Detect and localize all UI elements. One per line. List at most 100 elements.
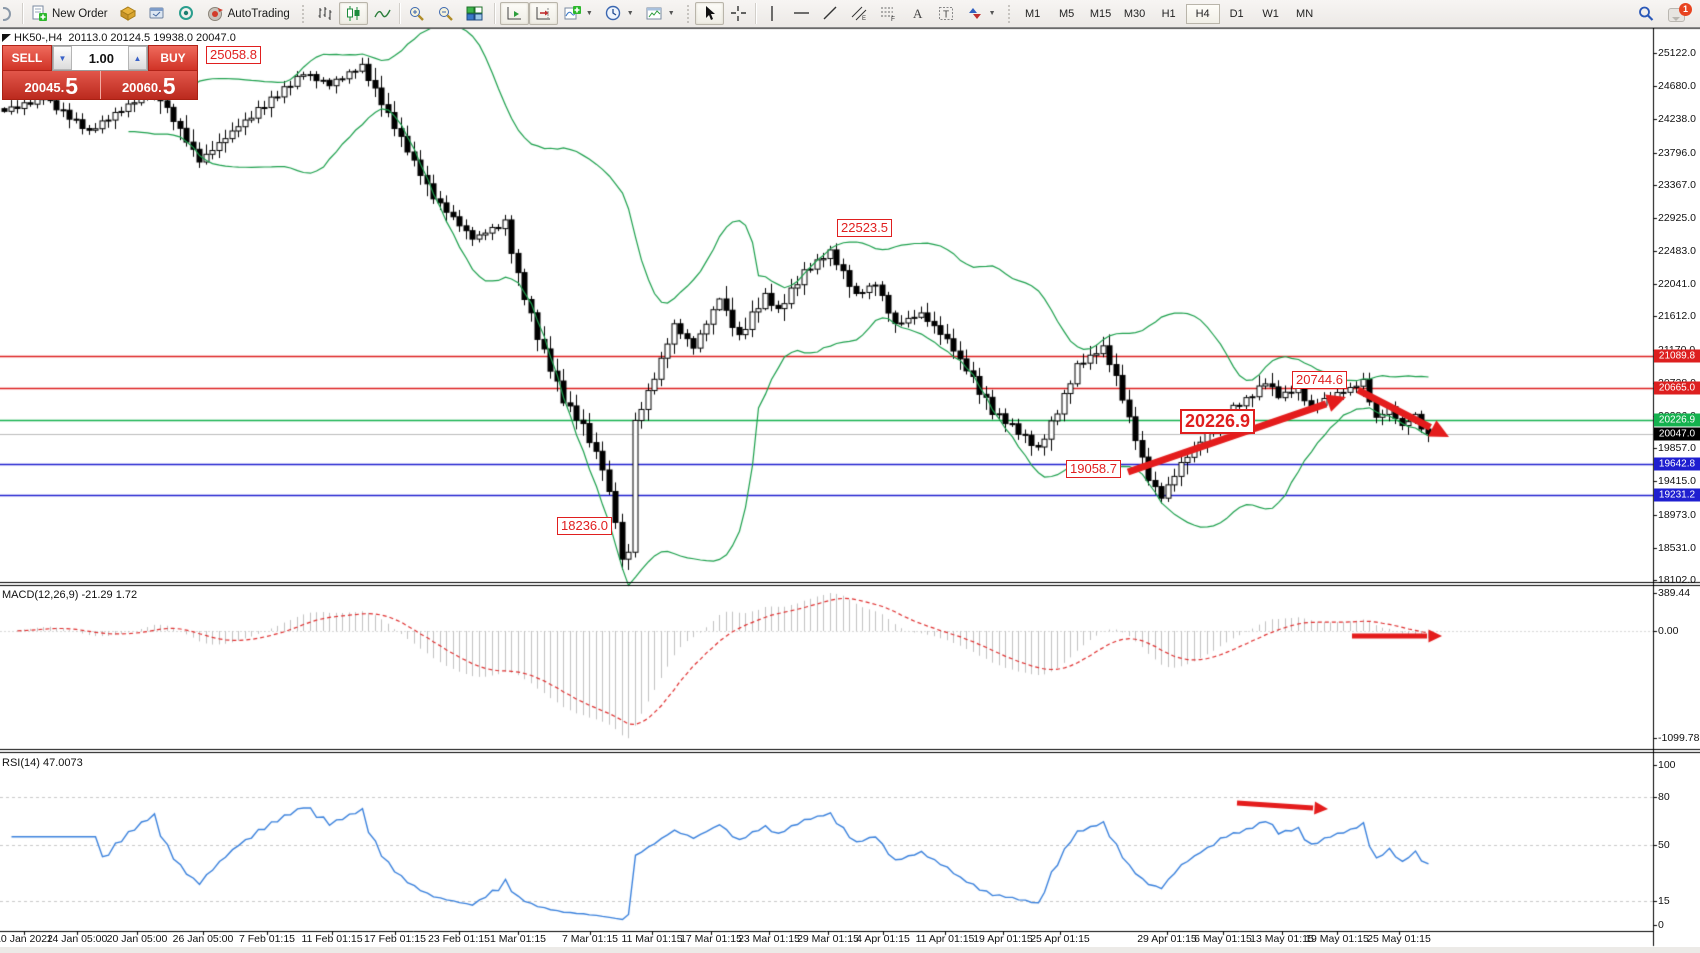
sell-button[interactable]: SELL bbox=[2, 45, 52, 71]
svg-text:F: F bbox=[891, 16, 895, 22]
buy-price-frac: 5 bbox=[162, 73, 176, 99]
search-button[interactable] bbox=[1631, 2, 1660, 25]
timeframe-button-m30[interactable]: M30 bbox=[1123, 7, 1146, 20]
price-badge: 19642.8 bbox=[1654, 457, 1700, 471]
timeframe-button-mn[interactable]: MN bbox=[1296, 7, 1314, 20]
line-chart-mode-button[interactable] bbox=[368, 2, 397, 25]
price-badge: 20665.0 bbox=[1654, 381, 1700, 395]
rsi-axis-label: 50 bbox=[1658, 838, 1670, 851]
dropdown-arrow: ▼ bbox=[626, 10, 634, 17]
svg-text:T: T bbox=[943, 10, 949, 21]
bar-chart-mode-button[interactable] bbox=[310, 2, 339, 25]
price-badge: 20047.0 bbox=[1654, 427, 1700, 441]
notification-badge: 1 bbox=[1679, 2, 1692, 16]
price-tick-label: 23796.0 bbox=[1658, 146, 1696, 159]
periods-button[interactable]: ▼ bbox=[599, 2, 640, 25]
buy-price-dot: . bbox=[158, 80, 162, 95]
timeframe-button-d1[interactable]: D1 bbox=[1229, 7, 1244, 20]
timeframe-button-h1[interactable]: H1 bbox=[1161, 7, 1176, 20]
sell-price-dot: . bbox=[60, 80, 65, 95]
chart-shift-button[interactable] bbox=[528, 2, 558, 25]
crosshair-tool-button[interactable] bbox=[724, 2, 753, 25]
rsi-label: RSI(14) 47.0073 bbox=[2, 757, 83, 769]
timeframe-button-m5[interactable]: M5 bbox=[1058, 7, 1075, 20]
signals-button[interactable] bbox=[172, 2, 201, 25]
one-click-panel-toggle[interactable] bbox=[2, 34, 11, 42]
price-tick-label: 23367.0 bbox=[1658, 178, 1696, 191]
volume-decrease-button[interactable]: ▼ bbox=[53, 46, 72, 70]
macd-axis-label: 389.44 bbox=[1658, 587, 1691, 600]
indicators-button[interactable]: ▼ bbox=[558, 2, 599, 25]
text-tool-button[interactable]: A bbox=[903, 2, 932, 25]
macd-axis-label: -1099.78 bbox=[1658, 732, 1700, 745]
template-icon bbox=[646, 5, 663, 22]
time-axis-label: 23 Feb 01:15 bbox=[428, 933, 490, 945]
macd-axis-label: 0.00 bbox=[1658, 625, 1679, 638]
autotrading-button[interactable]: AutoTrading bbox=[201, 2, 296, 25]
time-axis-label: 29 Apr 01:15 bbox=[1137, 933, 1197, 945]
price-badge: 19231.2 bbox=[1654, 488, 1700, 502]
candlestick-icon bbox=[345, 5, 362, 22]
dropdown-arrow: ▼ bbox=[667, 10, 675, 17]
volume-increase-button[interactable]: ▲ bbox=[128, 46, 147, 70]
auto-scroll-button[interactable] bbox=[499, 2, 529, 25]
zoom-in-icon bbox=[408, 5, 425, 22]
main-toolbar: New Order AutoTrading bbox=[0, 0, 1700, 28]
vertical-line-tool-button[interactable] bbox=[758, 2, 787, 25]
price-annotation: 19058.7 bbox=[1066, 460, 1121, 478]
svg-text:E: E bbox=[862, 16, 866, 22]
templates-button[interactable]: ▼ bbox=[640, 2, 681, 25]
timeframe-button-m15[interactable]: M15 bbox=[1089, 7, 1112, 20]
sell-price-frac: 5 bbox=[65, 73, 79, 99]
timeframe-button-m1[interactable]: M1 bbox=[1024, 7, 1041, 20]
candlestick-mode-button[interactable] bbox=[338, 2, 368, 25]
notifications-button[interactable]: 1 bbox=[1668, 2, 1692, 23]
vertical-line-icon bbox=[764, 5, 781, 22]
time-axis-label: 19 May 01:15 bbox=[1305, 933, 1369, 945]
zoom-out-button[interactable] bbox=[431, 2, 460, 25]
buy-button[interactable]: BUY bbox=[148, 45, 198, 71]
text-label-icon: T bbox=[938, 5, 955, 22]
time-axis-label: 1 Mar 01:15 bbox=[489, 933, 547, 945]
arrows-icon bbox=[967, 5, 984, 22]
equidistant-channel-icon: E bbox=[851, 5, 868, 22]
svg-text:A: A bbox=[913, 6, 923, 21]
time-axis-label: 25 May 01:15 bbox=[1367, 933, 1431, 945]
channel-tool-button[interactable]: E bbox=[845, 2, 874, 25]
line-chart-icon bbox=[374, 5, 391, 22]
toolbar-grip bbox=[1006, 3, 1011, 24]
price-tick-label: 19415.0 bbox=[1658, 475, 1696, 488]
trendline-icon bbox=[822, 5, 839, 22]
timeframe-button-h4[interactable]: H4 bbox=[1185, 3, 1220, 24]
new-order-label: New Order bbox=[52, 7, 108, 20]
bar-chart-icon bbox=[316, 5, 333, 22]
cursor-tool-button[interactable] bbox=[694, 2, 724, 25]
buy-price[interactable]: 20060 . 5 bbox=[99, 71, 198, 99]
price-tick-label: 22925.0 bbox=[1658, 211, 1696, 224]
macd-label: MACD(12,26,9) -21.29 1.72 bbox=[2, 589, 138, 601]
price-tick-label: 25122.0 bbox=[1658, 46, 1696, 59]
rsi-axis-label: 15 bbox=[1658, 894, 1670, 907]
sell-price[interactable]: 20045 . 5 bbox=[3, 71, 100, 99]
arrows-tool-button[interactable]: ▼ bbox=[961, 2, 1002, 25]
tile-windows-button[interactable] bbox=[460, 2, 489, 25]
new-order-button[interactable]: New Order bbox=[25, 2, 114, 25]
zoom-in-button[interactable] bbox=[402, 2, 431, 25]
time-axis-label: 29 Mar 01:15 bbox=[797, 933, 859, 945]
depth-of-market-button[interactable] bbox=[114, 2, 143, 25]
text-label-tool-button[interactable]: T bbox=[932, 2, 961, 25]
volume-input[interactable] bbox=[72, 46, 128, 70]
trendline-tool-button[interactable] bbox=[816, 2, 845, 25]
fibonacci-tool-button[interactable]: F bbox=[874, 2, 903, 25]
chart-area[interactable]: HK50-,H4 20113.0 20124.5 19938.0 20047.0… bbox=[0, 28, 1700, 953]
terminal-window-button[interactable] bbox=[143, 2, 172, 25]
horizontal-line-tool-button[interactable] bbox=[787, 2, 816, 25]
timeframe-button-w1[interactable]: W1 bbox=[1262, 7, 1279, 20]
price-badge: 21089.8 bbox=[1654, 349, 1700, 363]
time-axis-label: 20 Jan 05:00 bbox=[106, 933, 168, 945]
price-tick-label: 18102.0 bbox=[1658, 573, 1696, 586]
price-tick-label: 24238.0 bbox=[1658, 113, 1696, 126]
time-axis-label: 13 May 01:15 bbox=[1250, 933, 1314, 945]
price-chart-canvas[interactable] bbox=[0, 28, 1700, 953]
dropdown-arrow: ▼ bbox=[988, 10, 996, 17]
